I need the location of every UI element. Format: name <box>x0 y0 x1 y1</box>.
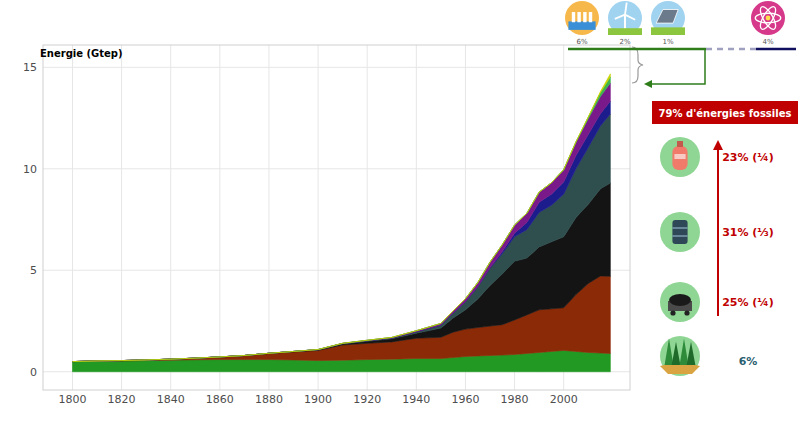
icon-coal <box>660 282 700 322</box>
icon-part <box>766 16 771 21</box>
grid-line-x <box>318 45 319 390</box>
icon-part <box>577 12 580 22</box>
icon-part <box>568 21 595 30</box>
grid-line-x <box>219 45 220 390</box>
icon-oil <box>660 212 700 252</box>
connector-arrowhead <box>644 80 652 88</box>
icon-biomass <box>660 336 700 376</box>
icon-part <box>615 3 635 20</box>
fossil-arrow <box>717 148 719 316</box>
icon-part <box>674 154 685 159</box>
share-label: 23% (¼) <box>722 151 774 164</box>
grid-line-x <box>170 45 171 390</box>
share-label: 31% (⅓) <box>722 226 774 239</box>
fossil-label: 79% d'énergies fossiles <box>659 108 792 119</box>
connector <box>650 49 705 84</box>
y-tick-label: 15 <box>23 61 37 74</box>
share-label: 25% (¼) <box>722 296 774 309</box>
y-tick-label: 10 <box>23 163 37 176</box>
icon-part <box>672 146 687 170</box>
x-tick-label: 1800 <box>58 393 86 406</box>
icon-bg <box>660 282 700 322</box>
grid-line-x <box>367 45 368 390</box>
icon-gas <box>660 137 700 177</box>
icon-nuclear <box>751 1 785 35</box>
icon-bg <box>608 1 642 35</box>
icon-bg <box>660 212 700 252</box>
icon-bg <box>660 137 700 177</box>
area-series <box>72 83 610 362</box>
x-tick-label: 1960 <box>451 393 479 406</box>
icon-part <box>656 10 678 24</box>
y-tick-label: 0 <box>30 366 37 379</box>
x-tick-label: 1980 <box>501 393 529 406</box>
icon-part <box>680 338 689 365</box>
icon-part <box>672 342 681 365</box>
icon-part <box>684 310 689 315</box>
plot-frame <box>43 45 630 390</box>
dashed-line <box>706 48 756 51</box>
grid-line-y <box>43 67 630 68</box>
icon-part <box>758 5 779 32</box>
grid-line-y <box>43 168 630 169</box>
icon-part <box>758 5 779 32</box>
grid <box>43 45 630 390</box>
icon-part <box>677 141 683 147</box>
share-label: 6% <box>739 355 758 368</box>
fossil-box <box>652 101 798 124</box>
icon-solar <box>651 1 685 35</box>
icon-part <box>669 294 691 306</box>
icon-part <box>672 235 687 236</box>
icon-part <box>665 338 674 365</box>
x-tick-label: 1880 <box>255 393 283 406</box>
x-tick-label: 1860 <box>206 393 234 406</box>
x-tick-label: 1940 <box>402 393 430 406</box>
grid-line-x <box>268 45 269 390</box>
icon-bg <box>751 1 785 35</box>
icon-wind <box>608 1 642 35</box>
areas <box>72 74 610 372</box>
y-tick-label: 5 <box>30 264 37 277</box>
icon-part <box>687 342 696 365</box>
renewable-line <box>568 48 706 51</box>
area-series <box>72 114 610 362</box>
icon-part <box>583 12 586 22</box>
icon-part <box>589 12 592 22</box>
grid-line-x <box>72 45 73 390</box>
icon-part <box>670 310 675 315</box>
y-axis-label: Energie (Gtep) <box>40 48 123 59</box>
icon-bg <box>651 1 685 35</box>
icon-bg <box>565 1 599 35</box>
icon-part <box>672 220 687 244</box>
x-tick-label: 1820 <box>108 393 136 406</box>
x-tick-label: 1840 <box>157 393 185 406</box>
x-tick-label: 1920 <box>353 393 381 406</box>
icon-part <box>651 27 685 35</box>
chart: 0 5 10 15 1800 1820 1840 1860 1880 1900 1920 1940 19… <box>0 0 800 428</box>
icon-part <box>608 28 642 35</box>
icon-part <box>572 12 575 22</box>
icon-bg <box>660 336 700 376</box>
x-tick-label: 1900 <box>304 393 332 406</box>
area-series <box>72 101 610 361</box>
share-label: 2% <box>619 38 630 46</box>
background <box>0 0 800 428</box>
area-series <box>72 74 610 362</box>
share-label: 1% <box>662 38 673 46</box>
icon-part <box>755 13 781 23</box>
icon-part <box>672 227 687 228</box>
grid-line-x <box>121 45 122 390</box>
share-label: 4% <box>762 38 773 46</box>
share-label: 6% <box>576 38 587 46</box>
brace <box>632 47 643 83</box>
x-tick-label: 2000 <box>550 393 578 406</box>
nuclear-line <box>756 48 796 51</box>
icon-hydro <box>565 1 599 35</box>
area-series <box>72 77 610 362</box>
fossil-arrowhead <box>713 140 723 150</box>
